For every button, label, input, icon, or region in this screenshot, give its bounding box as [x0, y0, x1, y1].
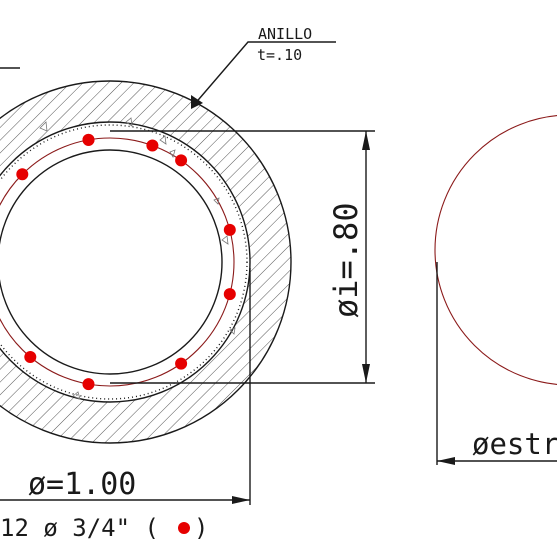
ring-thickness-label: t=.10 — [257, 46, 302, 64]
inner-diameter-dimension — [110, 130, 375, 384]
rebar-spec-close: ) — [194, 514, 208, 542]
stirrup-diameter-label: øestr — [472, 427, 557, 461]
outer-diameter-label: ø=1.00 — [28, 467, 136, 502]
inner-hollow — [0, 149, 223, 375]
stirrup-detail-arrow — [437, 457, 455, 465]
rebar-dot — [82, 378, 95, 391]
inner-diameter-label: øi=.80 — [327, 202, 365, 318]
ring-inner-edge — [0, 121, 251, 403]
rebar-dot — [223, 223, 236, 236]
rebar-dot — [16, 168, 29, 181]
rebar-dot — [82, 133, 95, 146]
rebar-dot — [175, 357, 188, 370]
rebar-spec-label: 12 ø 3/4" ( — [0, 514, 159, 542]
ring-label: ANILLO — [258, 25, 312, 43]
ring-leader-arrow — [191, 95, 203, 109]
rebar-legend-dot — [178, 522, 190, 534]
outer-diameter-dimension — [0, 67, 251, 505]
concrete-core-outline — [0, 124, 248, 400]
ring-outer-edge — [0, 80, 292, 444]
ring-leader-line — [192, 41, 336, 107]
rebar-group — [16, 133, 236, 391]
rebar-dot — [175, 154, 188, 167]
stirrup-circle — [0, 137, 235, 387]
rebar-dot — [24, 351, 37, 363]
rebar-dot — [146, 139, 159, 152]
stirrup-detail-circle — [434, 115, 557, 385]
rebar-dot — [223, 288, 236, 301]
aggregate-marks — [39, 117, 236, 400]
